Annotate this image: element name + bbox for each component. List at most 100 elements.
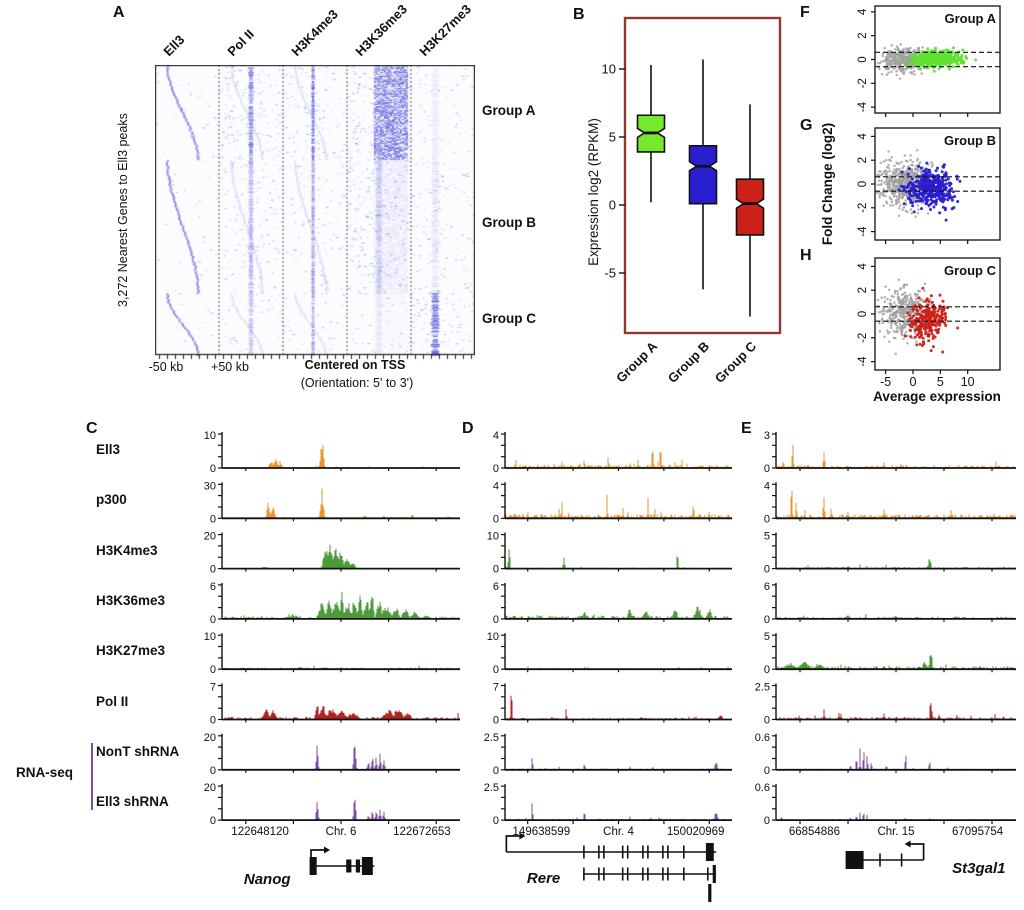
ma-ytick-label: 4 [857,133,869,140]
signal-track-h3k27me3 [777,654,1016,670]
track-zero-label: 0 [764,463,770,475]
track-ymax-label: 5 [764,631,770,643]
track-ymax-label: 4 [764,480,770,492]
gene-exon [642,845,644,859]
ma-ytick-label: -2 [857,333,869,343]
track-label-pol-ii: Pol II [96,694,129,709]
gene-exon [662,867,664,881]
gene-exon [647,867,649,881]
ma-xtick-label: -5 [880,375,891,389]
gene-exon [683,845,685,859]
xaxis-start-coordinate: 66854886 [789,826,840,838]
track-ymax-label: 20 [204,531,216,543]
ma-ytick-label: 0 [857,311,869,317]
tss-arrow [505,835,520,852]
ma-ytick-label: -4 [857,101,869,112]
boxplot-category-label-3: Group C [712,338,760,386]
xaxis-chromosome-label: Chr. 15 [877,826,914,838]
ma-ytick-label: -4 [857,356,869,367]
track-zero-label: 0 [210,564,216,576]
ma-xtick-label: 5 [937,375,944,389]
ell3-chipseq-heatmap [155,65,475,361]
track-ymax-label: 6 [764,581,770,593]
track-ymax-label: 30 [204,480,216,492]
gene-exon [667,845,669,859]
heatmap-x-left-label: -50 kb [148,360,184,374]
xaxis-start-coordinate: 122648120 [231,826,289,838]
boxplot-ytick-label: 0 [609,198,616,213]
ma-panel-title: Group B [944,133,996,148]
heatmap-group-label-1: Group A [482,103,536,118]
signal-track-p300 [221,488,460,519]
xaxis-end-coordinate: 67095754 [952,826,1004,838]
panel-g-letter: G [800,117,813,134]
gene-exon [900,853,903,867]
track-zero-label: 0 [493,765,499,777]
track-zero-label: 0 [493,513,499,525]
ma-y-axis-label: Fold Change (log2) [820,123,835,245]
browser-panel-st3gal1: 3 0 4 0 5 0 6 0 5 0 2.5 0 0.6 0 0.6 0 66854886 Chr. 15 670… [755,430,1016,877]
track-ymax-label: 3 [764,430,770,442]
ma-ytick-label: -2 [857,203,869,213]
gene-exon [647,845,649,859]
track-ymax-label: 2.5 [755,682,770,694]
ma-ytick-label: 2 [857,32,869,38]
signal-track-nont-shrna [238,745,386,770]
gene-exon [707,867,709,881]
ma-ytick-label: 2 [857,287,869,293]
track-label-ell3: Ell3 [96,442,121,457]
boxplot-category-label-2: Group B [665,339,712,386]
panel-d-letter: D [462,420,474,437]
track-zero-label: 0 [493,664,499,676]
heatmap-orientation-label: (Orientation: 5' to 3') [300,376,414,390]
ma-xtick-label: 10 [961,375,975,389]
track-ymax-label: 2.5 [484,782,499,794]
gene-exon [355,859,361,873]
track-zero-label: 0 [493,614,499,626]
boxplot-ytick-label: -5 [604,266,616,281]
boxplot-ytick-label: 5 [609,130,616,145]
gene-exon [621,845,624,859]
tss-arrowhead [904,840,911,848]
tss-arrowhead [519,832,526,840]
ma-panel-group-b [875,148,962,222]
boxplot-frame [623,16,782,335]
gene-exon [667,867,669,881]
gene-exon [879,853,881,867]
track-ymax-label: 4 [493,480,499,492]
track-ymax-label: 10 [204,631,216,643]
xaxis-start-coordinate: 149638599 [513,826,571,838]
track-label-ell3-shrna: Ell3 shRNA [96,794,169,809]
track-label-h3k36me3: H3K36me3 [96,593,166,608]
track-zero-label: 0 [764,513,770,525]
rnaseq-bracket [91,743,93,810]
ma-panel-group-a [876,43,978,80]
gene-exon [583,867,585,881]
ma-plots: 4 2 0 -2 -4 Group A 4 2 0 -2 -4 Group B 4 2 0 -2 -4 -5 0 5 1… [820,5,1001,404]
gene-exon [583,845,585,859]
gene-exon [845,851,864,869]
track-ymax-label: 7 [210,682,216,694]
track-ymax-label: 0.6 [755,782,770,794]
heatmap-y-axis-label: 3,272 Nearest Genes to Ell3 peaks [116,113,130,307]
signal-track-nont-shrna [504,758,729,770]
gene-name-label: Nanog [244,871,291,888]
track-label-h3k27me3: H3K27me3 [96,643,166,658]
gene-exon [361,857,373,875]
ma-x-axis-label: Average expression [873,389,1001,404]
panel-b-letter: B [573,6,585,23]
heatmap-x-center-label: Centered on TSS [304,358,406,372]
signal-track-ell3-shrna [775,812,1015,821]
signal-track-h3k4me3 [505,549,732,569]
signal-track-p300 [775,490,1016,519]
track-ymax-label: 6 [210,581,216,593]
gene-exon [642,867,644,881]
heatmap-group-label-2: Group B [482,215,536,230]
signal-track-pol-ii [504,695,732,720]
signal-track-p300 [504,494,732,519]
ma-panel-title: Group A [944,11,996,26]
ma-ytick-label: 0 [857,56,869,62]
track-ymax-label: 5 [764,531,770,543]
